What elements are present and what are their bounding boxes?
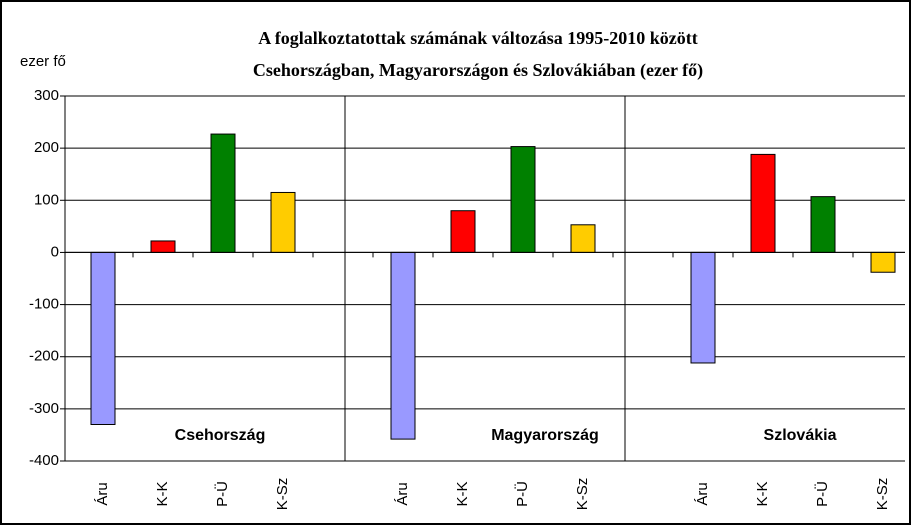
bar [870, 251, 896, 273]
bar [150, 240, 176, 253]
x-tick-label: K-K [454, 481, 471, 506]
bar [270, 191, 296, 253]
y-tick-label: -400 [29, 452, 59, 469]
bar [750, 153, 776, 253]
bar [90, 251, 116, 425]
y-tick-label: 100 [34, 191, 59, 208]
y-tick-label: 300 [34, 87, 59, 104]
bar [390, 251, 416, 440]
y-tick-label: -300 [29, 400, 59, 417]
group-label: Magyarország [491, 427, 599, 444]
x-tick-label: K-Sz [874, 478, 891, 511]
y-tick-label: -200 [29, 348, 59, 365]
x-tick-label: K-Sz [274, 478, 291, 511]
y-tick-label: -100 [29, 296, 59, 313]
x-tick-label: Áru [694, 482, 711, 505]
bar [570, 224, 596, 253]
group-label: Szlovákia [764, 427, 837, 444]
bar [510, 146, 536, 253]
y-axis-label: ezer fő [20, 53, 66, 70]
x-tick-label: P-Ü [213, 481, 231, 507]
bar [690, 251, 716, 364]
x-tick-label: K-K [154, 481, 171, 506]
x-tick-label: K-Sz [574, 478, 591, 511]
x-tick-label: Áru [394, 482, 411, 505]
x-tick-label: K-K [754, 481, 771, 506]
bar [210, 133, 236, 253]
chart-title: A foglalkoztatottak számának változása 1… [258, 28, 697, 48]
y-tick-label: 200 [34, 139, 59, 156]
chart-title: Csehországban, Magyarországon és Szlovák… [253, 60, 703, 81]
bar [810, 196, 836, 253]
group-label: Csehország [175, 427, 266, 444]
x-tick-label: P-Ü [813, 481, 831, 507]
bar [450, 210, 476, 253]
x-tick-label: P-Ü [513, 481, 531, 507]
x-tick-label: Áru [94, 482, 111, 505]
y-tick-label: 0 [51, 243, 59, 260]
